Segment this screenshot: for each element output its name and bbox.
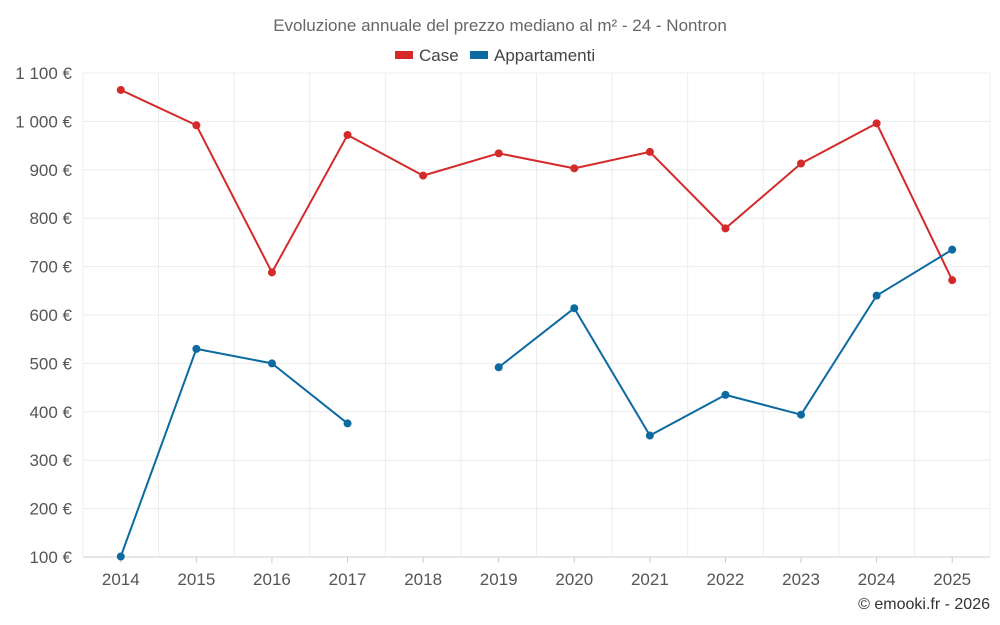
data-point[interactable]: [343, 419, 352, 428]
data-point[interactable]: [797, 410, 806, 419]
y-tick-label: 200 €: [29, 500, 72, 519]
series-case: [116, 85, 957, 285]
data-point[interactable]: [645, 147, 654, 156]
y-tick-label: 800 €: [29, 209, 72, 228]
x-tick-label: 2014: [102, 570, 140, 589]
data-point[interactable]: [570, 304, 579, 313]
y-tick-label: 700 €: [29, 258, 72, 277]
y-axis-ticks: 100 € 200 € 300 € 400 € 500 € 600 € 700 € 800 €…: [15, 64, 72, 567]
data-point[interactable]: [267, 268, 276, 277]
x-tick-label: 2018: [404, 570, 442, 589]
series: [116, 85, 957, 561]
grid: [82, 72, 991, 558]
data-point[interactable]: [948, 276, 957, 285]
legend-item-appartamenti[interactable]: Appartamenti: [470, 46, 595, 65]
legend-label-appartamenti: Appartamenti: [494, 46, 595, 65]
x-tick-label: 2021: [631, 570, 669, 589]
data-point[interactable]: [948, 245, 957, 254]
legend: Case Appartamenti: [395, 46, 595, 65]
chart-title: Evoluzione annuale del prezzo mediano al…: [273, 16, 727, 35]
series-appartamenti: [116, 245, 957, 561]
data-point[interactable]: [570, 164, 579, 173]
data-point[interactable]: [872, 291, 881, 300]
data-point[interactable]: [872, 119, 881, 128]
data-point[interactable]: [419, 171, 428, 180]
credit-text: © emooki.fr - 2026: [858, 596, 990, 613]
data-point[interactable]: [116, 552, 125, 561]
data-point[interactable]: [721, 390, 730, 399]
x-tick-label: 2017: [329, 570, 367, 589]
data-point[interactable]: [494, 363, 503, 372]
x-tick-label: 2019: [480, 570, 518, 589]
data-point[interactable]: [645, 431, 654, 440]
x-tick-label: 2023: [782, 570, 820, 589]
legend-swatch-appartamenti: [470, 51, 488, 59]
y-tick-label: 100 €: [29, 548, 72, 567]
data-point[interactable]: [192, 121, 201, 130]
x-tick-label: 2020: [555, 570, 593, 589]
y-tick-label: 600 €: [29, 306, 72, 325]
x-tick-label: 2015: [177, 570, 215, 589]
y-tick-label: 500 €: [29, 354, 72, 373]
y-tick-label: 1 000 €: [15, 112, 72, 131]
x-tick-label: 2024: [858, 570, 896, 589]
data-point[interactable]: [343, 130, 352, 139]
y-tick-label: 1 100 €: [15, 64, 72, 83]
data-point[interactable]: [192, 344, 201, 353]
data-point[interactable]: [797, 159, 806, 168]
y-tick-label: 900 €: [29, 161, 72, 180]
x-axis-ticks: 2014 2015 2016 2017 2018 2019 2020 2021 2022 2023…: [102, 557, 971, 589]
series-line: [119, 347, 349, 557]
legend-swatch-case: [395, 51, 413, 59]
series-line: [120, 89, 954, 281]
data-point[interactable]: [116, 85, 125, 94]
legend-label-case: Case: [419, 46, 459, 65]
data-point[interactable]: [721, 224, 730, 233]
data-point[interactable]: [267, 359, 276, 368]
x-tick-label: 2016: [253, 570, 291, 589]
y-tick-label: 400 €: [29, 403, 72, 422]
y-tick-label: 300 €: [29, 451, 72, 470]
x-tick-label: 2022: [707, 570, 745, 589]
legend-item-case[interactable]: Case: [395, 46, 459, 65]
data-point[interactable]: [494, 149, 503, 158]
series-line: [498, 248, 953, 437]
x-tick-label: 2025: [933, 570, 971, 589]
